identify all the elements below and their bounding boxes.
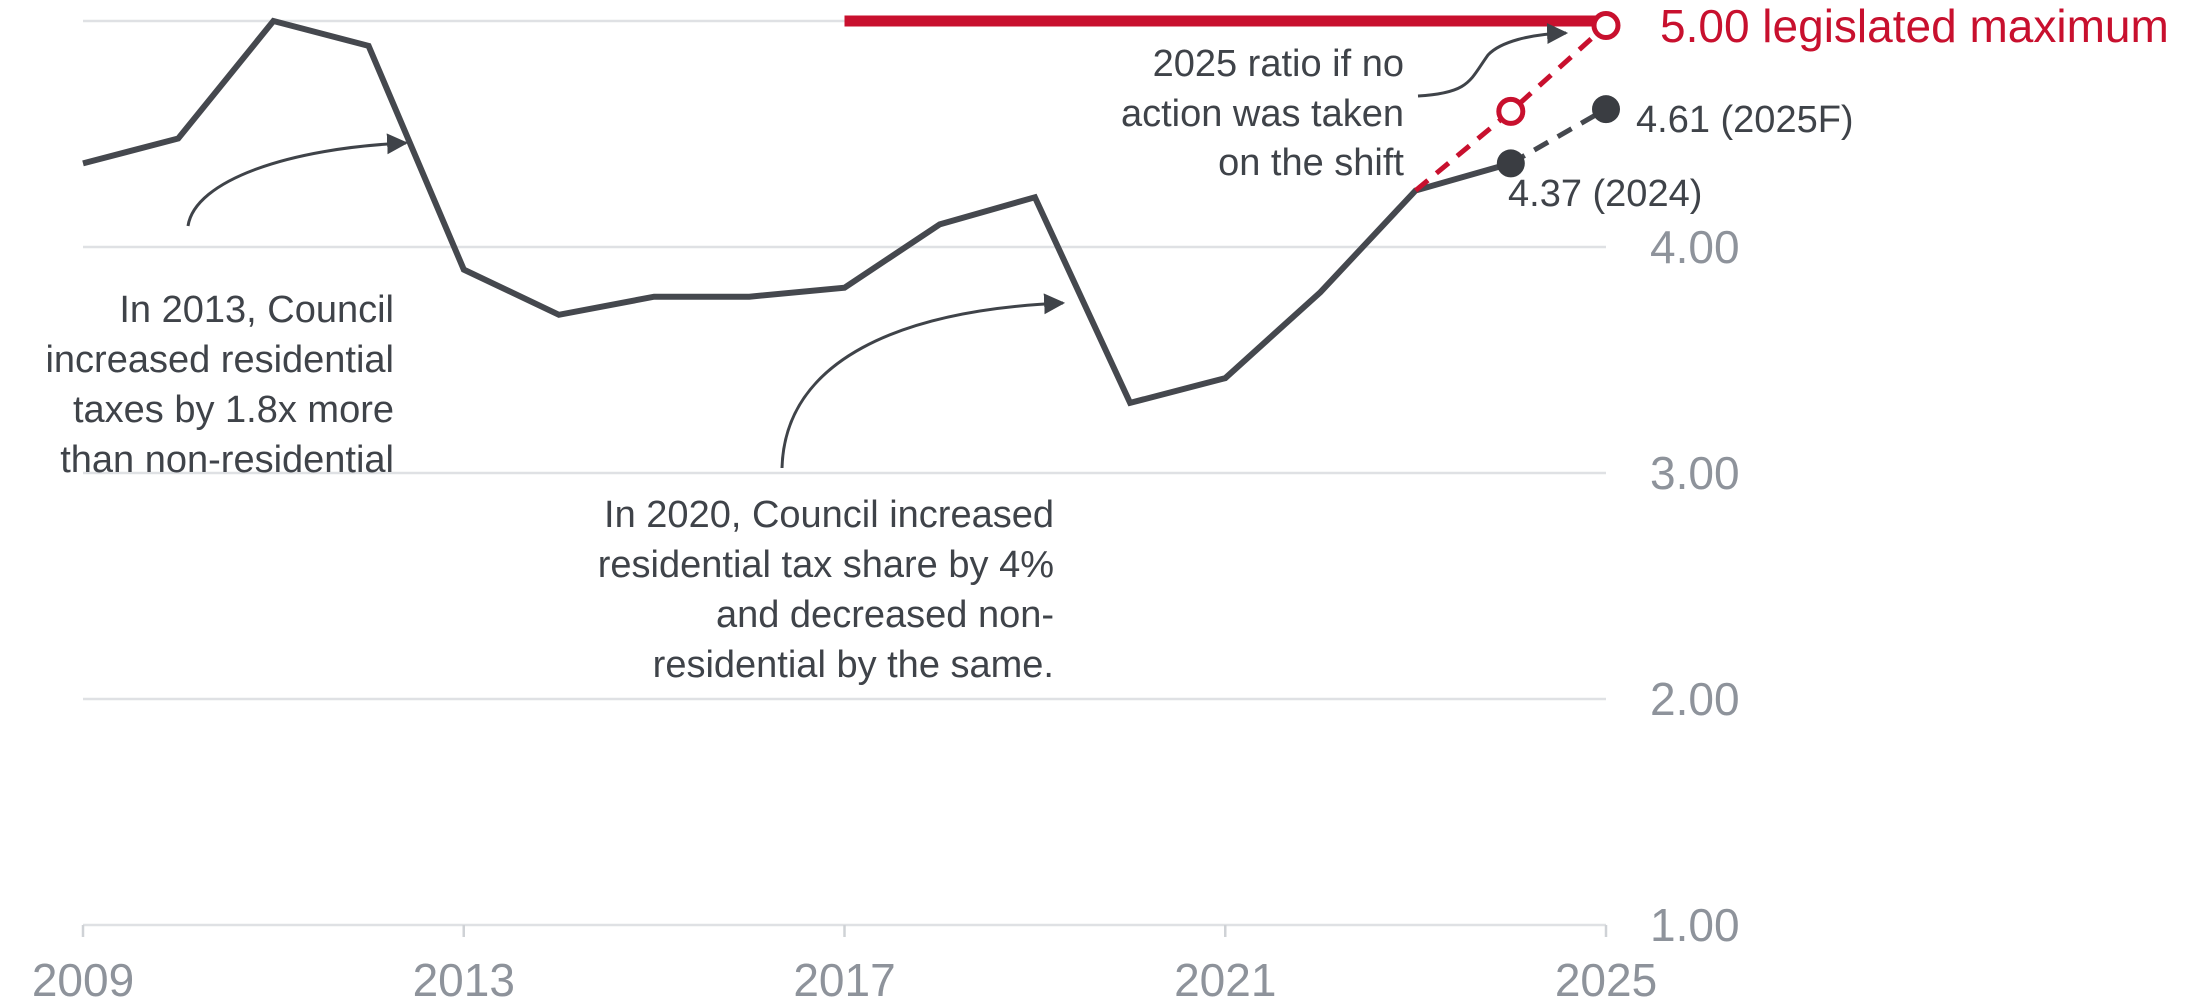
annotation-no-action-line: 2025 ratio if no (1153, 43, 1404, 85)
annotation-2020-line: residential by the same. (653, 644, 1054, 686)
annotation-2020-line: and decreased non- (716, 594, 1054, 636)
annotation-no-action-line: on the shift (1218, 142, 1404, 184)
y-tick-label: 4.00 (1650, 221, 1740, 273)
annotation-2013-line: than non-residential (60, 439, 394, 481)
point-marker-open (1496, 96, 1526, 126)
y-tick-label: 1.00 (1650, 899, 1740, 951)
annotation-no-action-arrow (1417, 23, 1569, 98)
x-tick-label: 2021 (1174, 954, 1276, 999)
point-markers (1496, 11, 1621, 178)
x-tick-label: 2013 (413, 954, 515, 999)
annotation-2013: In 2013, Council increased residential t… (45, 133, 409, 481)
annotation-2020-line: In 2020, Council increased (604, 494, 1054, 536)
point-marker-open (1591, 11, 1621, 41)
x-tick-label: 2017 (793, 954, 895, 999)
point-label-2025f: 4.61 (2025F) (1636, 99, 1854, 141)
point-marker-filled (1592, 95, 1620, 124)
x-tick-label: 2025 (1555, 954, 1657, 999)
y-axis-labels: 1.00 2.00 3.00 4.00 (1650, 221, 1740, 951)
annotation-2020-line: residential tax share by 4% (598, 544, 1054, 586)
annotation-2013-line: increased residential (45, 339, 394, 381)
annotation-2020: In 2020, Council increased residential t… (598, 293, 1066, 686)
y-tick-label: 3.00 (1650, 447, 1740, 499)
point-label-2024: 4.37 (2024) (1508, 173, 1702, 215)
point-marker-filled (1496, 149, 1525, 178)
series-line-forecast (1509, 106, 1608, 166)
annotation-2020-arrow (780, 293, 1066, 469)
annotation-2013-arrow (186, 133, 409, 227)
annotation-2013-line: taxes by 1.8x more (73, 389, 394, 431)
x-axis-ticks (81, 925, 1608, 937)
series-line-actual (82, 17, 1512, 407)
annotation-2013-line: In 2013, Council (119, 289, 394, 331)
x-tick-label: 2009 (32, 954, 134, 999)
annotation-no-action-line: action was taken (1121, 93, 1404, 135)
x-axis-labels: 2009 2013 2017 2021 2025 (32, 954, 1657, 999)
max-line-label: 5.00 legislated maximum (1660, 0, 2169, 52)
annotation-no-action: 2025 ratio if no action was taken on the… (1121, 23, 1569, 184)
y-tick-label: 2.00 (1650, 673, 1740, 725)
